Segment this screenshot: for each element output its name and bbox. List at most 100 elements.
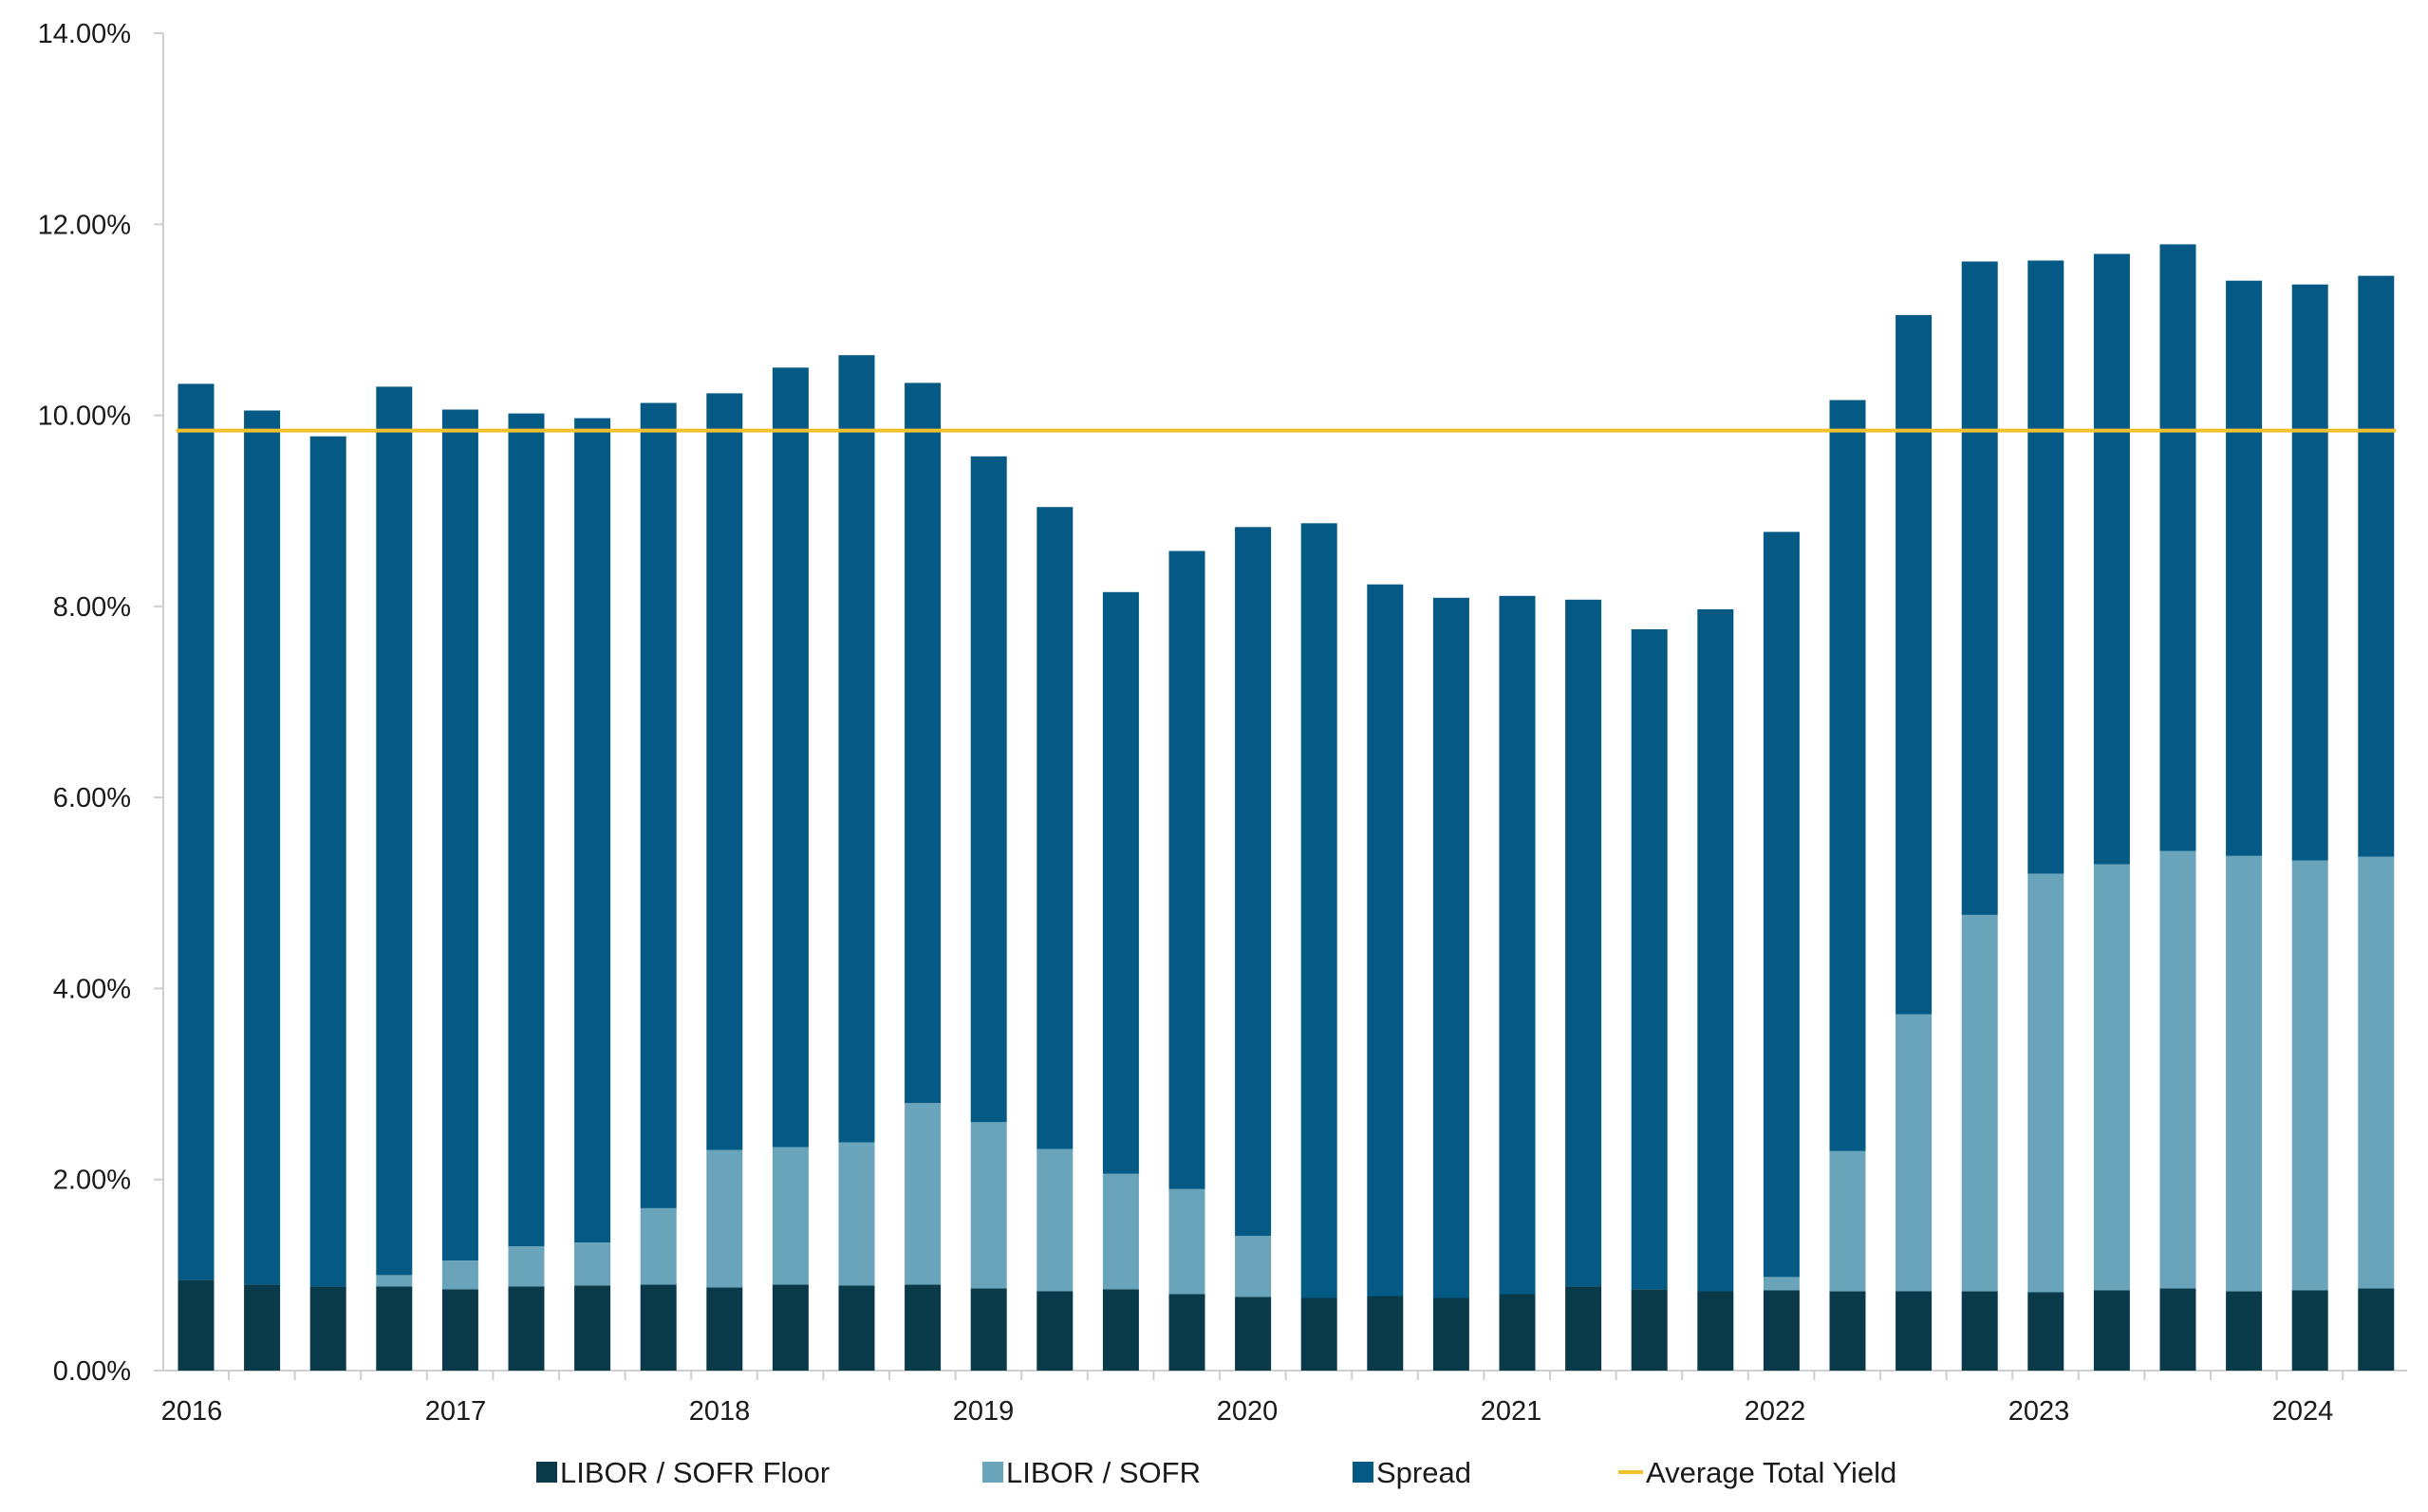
bar-segment-spread xyxy=(1102,591,1139,1174)
x-tick-label: 2022 xyxy=(1745,1396,1806,1427)
bar-segment-floor xyxy=(1565,1286,1602,1371)
bar-segment-floor xyxy=(441,1289,478,1371)
bar-segment-spread xyxy=(905,383,942,1104)
legend-label-average-total-yield: Average Total Yield xyxy=(1646,1456,1896,1489)
bar-segment-spread xyxy=(1235,527,1272,1237)
bar-segment-floor xyxy=(706,1287,743,1371)
bar-segment-libor-sofr xyxy=(2291,860,2328,1291)
bar-segment-floor xyxy=(574,1285,611,1371)
bar-segment-floor xyxy=(640,1284,677,1371)
bar-segment-libor-sofr xyxy=(838,1142,875,1286)
bar-segment-floor xyxy=(2291,1290,2328,1371)
legend: LIBOR / SOFR Floor LIBOR / SOFR Spread Aver… xyxy=(536,1456,1896,1489)
bar-segment-libor-sofr xyxy=(706,1149,743,1288)
bar-segment-floor xyxy=(1829,1291,1866,1371)
bar-segment-spread xyxy=(177,383,215,1280)
bar-segment-libor-sofr xyxy=(2159,850,2196,1289)
tick-labels: 0.00% 2.00% 4.00% 6.00% 8.00% 10.00% 12.00% 14.… xyxy=(38,19,2334,1427)
bar-segment-floor xyxy=(1499,1294,1536,1371)
bar-segment-spread xyxy=(2358,275,2395,857)
bar-segment-floor xyxy=(2093,1290,2130,1371)
bar-segment-libor-sofr xyxy=(574,1242,611,1286)
bar-segment-floor xyxy=(838,1285,875,1371)
bar-segment-spread xyxy=(2093,253,2130,865)
bar-segment-libor-sofr xyxy=(2358,856,2395,1289)
bar-segment-floor xyxy=(1432,1297,1469,1371)
bar-segment-floor xyxy=(508,1286,545,1371)
bar-segment-libor-sofr xyxy=(772,1147,809,1285)
bar-segment-libor-sofr xyxy=(1102,1173,1139,1290)
bar-segment-floor xyxy=(905,1284,942,1371)
bar-segment-spread xyxy=(1961,261,1998,915)
bar-segment-spread xyxy=(772,367,809,1148)
bar-segment-spread xyxy=(2159,244,2196,851)
bar-segment-floor xyxy=(309,1286,346,1371)
bar-segment-spread xyxy=(376,386,413,1276)
y-tick-label: 6.00% xyxy=(53,783,131,813)
bar-segment-libor-sofr xyxy=(1961,914,1998,1292)
bar-segment-libor-sofr xyxy=(1763,1277,1800,1291)
bar-segment-floor xyxy=(772,1284,809,1371)
bar-segment-spread xyxy=(1300,523,1337,1298)
y-tick-label: 4.00% xyxy=(53,974,131,1004)
bar-segment-libor-sofr xyxy=(640,1207,677,1285)
bar-segment-libor-sofr xyxy=(1168,1188,1205,1295)
bar-segment-floor xyxy=(1102,1289,1139,1371)
bar-segment-floor xyxy=(1168,1294,1205,1371)
legend-swatch-floor xyxy=(536,1462,557,1483)
bar-segment-spread xyxy=(1763,532,1800,1278)
x-tick-label: 2017 xyxy=(425,1396,487,1427)
x-tick-label: 2021 xyxy=(1481,1396,1542,1427)
bar-segment-spread xyxy=(2291,284,2328,861)
bar-segment-libor-sofr xyxy=(508,1246,545,1287)
bar-segment-floor xyxy=(177,1279,215,1371)
bar-segment-floor xyxy=(1037,1291,1074,1371)
bar-segment-spread xyxy=(2027,260,2064,874)
legend-swatch-libor-sofr xyxy=(982,1462,1003,1483)
bars xyxy=(177,244,2395,1371)
x-tick-label: 2024 xyxy=(2272,1396,2334,1427)
bar-segment-floor xyxy=(970,1288,1007,1371)
bar-segment-floor xyxy=(1961,1291,1998,1371)
bar-segment-spread xyxy=(1432,597,1469,1298)
x-tick-label: 2016 xyxy=(161,1396,223,1427)
bar-segment-floor xyxy=(2226,1291,2263,1371)
x-tick-label: 2018 xyxy=(689,1396,751,1427)
x-tick-label: 2020 xyxy=(1217,1396,1279,1427)
bar-segment-floor xyxy=(1763,1290,1800,1371)
y-tick-label: 10.00% xyxy=(38,401,131,432)
bar-segment-spread xyxy=(1631,629,1668,1290)
bar-segment-spread xyxy=(2226,280,2263,856)
bar-segment-floor xyxy=(376,1286,413,1371)
y-tick-label: 2.00% xyxy=(53,1166,131,1196)
bar-segment-spread xyxy=(1896,314,1933,1015)
bar-segment-spread xyxy=(706,393,743,1150)
bar-segment-floor xyxy=(2027,1292,2064,1371)
bar-segment-libor-sofr xyxy=(441,1260,478,1290)
legend-label-spread: Spread xyxy=(1376,1456,1471,1489)
y-tick-label: 0.00% xyxy=(53,1356,131,1387)
bar-segment-spread xyxy=(574,418,611,1243)
bar-segment-spread xyxy=(1168,551,1205,1189)
bar-segment-spread xyxy=(309,436,346,1287)
y-tick-label: 12.00% xyxy=(38,210,131,240)
legend-swatch-spread xyxy=(1353,1462,1373,1483)
bar-segment-spread xyxy=(640,402,677,1208)
bar-segment-floor xyxy=(244,1284,281,1371)
bar-segment-floor xyxy=(1697,1291,1734,1371)
y-tick-label: 14.00% xyxy=(38,19,131,49)
axes xyxy=(154,32,2407,1380)
bar-segment-libor-sofr xyxy=(905,1103,942,1285)
bar-segment-libor-sofr xyxy=(1235,1236,1272,1297)
bar-segment-floor xyxy=(1367,1296,1404,1371)
bar-segment-spread xyxy=(1565,599,1602,1287)
bar-segment-libor-sofr xyxy=(1896,1014,1933,1292)
bar-segment-libor-sofr xyxy=(376,1275,413,1287)
legend-label-floor: LIBOR / SOFR Floor xyxy=(560,1456,830,1489)
bar-segment-floor xyxy=(2159,1288,2196,1371)
bar-segment-libor-sofr xyxy=(2226,855,2263,1292)
bar-segment-spread xyxy=(1829,400,1866,1151)
bar-segment-spread xyxy=(1037,507,1074,1149)
bar-segment-spread xyxy=(1697,608,1734,1292)
